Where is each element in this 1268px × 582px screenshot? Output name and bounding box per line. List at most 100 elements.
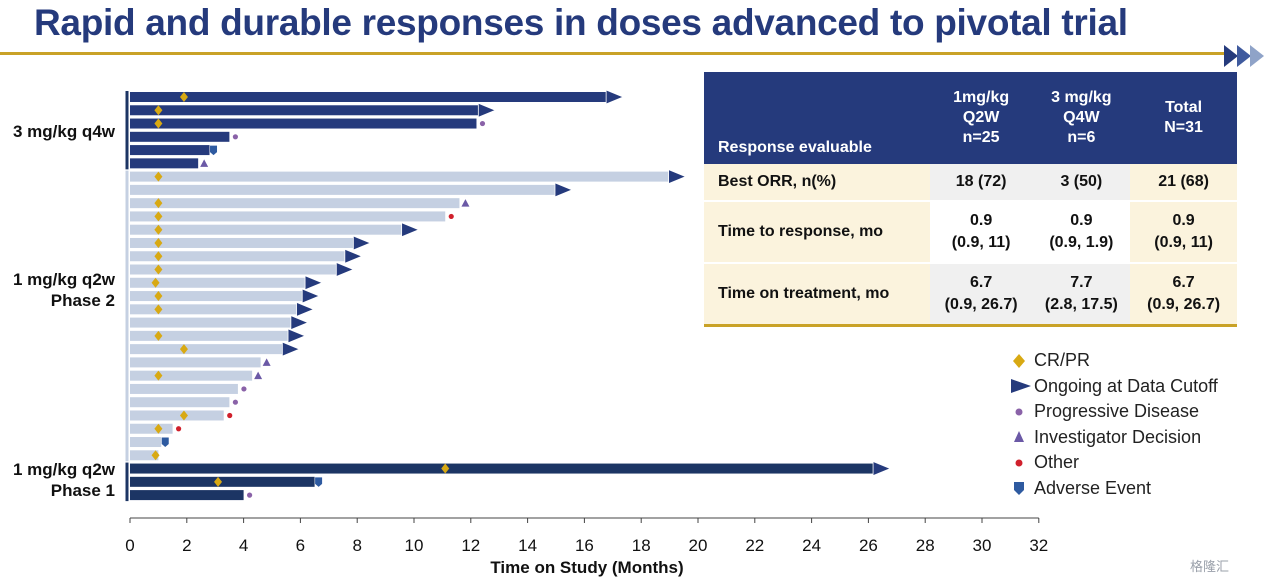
response-marker: [179, 410, 188, 421]
x-tick-label: 14: [518, 536, 537, 555]
legend-item: Investigator Decision: [1010, 425, 1218, 451]
header-line: Q2W: [962, 109, 1000, 126]
ongoing-arrow-marker: [301, 288, 321, 304]
cell-ttr-total: 0.9 (0.9, 11): [1130, 201, 1237, 264]
row-label-time-to-response: Time to response, mo: [704, 201, 930, 264]
progressive-marker: [247, 492, 253, 498]
ongoing-arrow-marker: [401, 222, 420, 238]
x-tick-label: 26: [859, 536, 878, 555]
swimmer-bar: [130, 370, 253, 381]
header-line: 1mg/kg: [953, 89, 1010, 106]
legend-label: Ongoing at Data Cutoff: [1034, 375, 1218, 396]
response-marker: [214, 476, 223, 487]
x-axis-label: Time on Study (Months): [490, 558, 683, 577]
ongoing-arrow-marker: [605, 89, 625, 105]
group-label-1mg-q2w-phase1: 1 mg/kg q2w Phase 1: [13, 459, 115, 501]
swimmer-bar: [130, 198, 460, 209]
swimmer-bar: [130, 357, 261, 368]
swimmer-bar: [130, 437, 162, 448]
swimmer-bar: [130, 490, 244, 501]
swimmer-bar: [130, 171, 670, 182]
legend-label: CR/PR: [1034, 350, 1091, 371]
investigator-marker: [200, 159, 209, 167]
cell-tot-q4w: 7.7 (2.8, 17.5): [1032, 263, 1131, 327]
swimmer-bar: [130, 330, 290, 341]
response-marker: [154, 211, 163, 222]
table-header-col-total: Total N=31: [1130, 72, 1237, 164]
cell-line: (0.9, 11): [1154, 234, 1213, 251]
swimmer-bar: [130, 304, 298, 315]
swimmer-bar: [130, 118, 477, 129]
legend-item: Other: [1010, 450, 1218, 476]
cell-line: (0.9, 11): [951, 234, 1011, 251]
ongoing-arrow-marker: [287, 328, 307, 344]
header-line: 3 mg/kg: [1051, 89, 1112, 106]
table-header-col-q2w: 1mg/kg Q2W n=25: [929, 72, 1033, 164]
other-marker: [176, 426, 182, 432]
ongoing-arrow-marker: [335, 261, 355, 278]
response-marker: [179, 344, 188, 355]
triangle-icon: [1014, 431, 1024, 443]
cell-line: (0.9, 1.9): [1049, 234, 1114, 251]
dot-icon: [1015, 459, 1023, 467]
progressive-marker: [232, 399, 238, 405]
x-tick-label: 22: [745, 536, 764, 555]
watermark: 格隆汇: [1190, 559, 1230, 574]
x-tick-label: 10: [405, 536, 424, 555]
ongoing-arrow-marker: [296, 301, 315, 317]
legend-item: Progressive Disease: [1010, 399, 1218, 425]
response-marker: [154, 198, 163, 209]
header-line: n=25: [962, 129, 1000, 146]
other-marker: [448, 213, 454, 220]
ongoing-arrow-marker: [290, 314, 309, 331]
swimmer-bar: [130, 450, 159, 461]
group-label-line: 3 mg/kg q4w: [12, 122, 115, 141]
table-header-col-q4w: 3 mg/kg Q4W n=6: [1032, 72, 1131, 164]
swimmer-bar: [130, 291, 304, 302]
shield-icon: [1014, 482, 1024, 496]
response-marker: [154, 264, 163, 275]
response-marker: [151, 450, 160, 461]
x-tick-label: 18: [632, 536, 651, 555]
x-tick-label: 12: [461, 536, 480, 555]
cell-line: (0.9, 26.7): [1147, 296, 1221, 313]
swimmer-bar: [130, 131, 230, 142]
x-tick-label: 2: [182, 536, 191, 555]
cell-line: 0.9: [1070, 212, 1093, 229]
swimmer-bar: [130, 184, 556, 195]
row-label-time-on-treatment: Time on treatment, mo: [704, 263, 930, 327]
x-tick-label: 32: [1029, 536, 1048, 555]
response-marker: [151, 277, 160, 288]
response-marker: [154, 423, 163, 434]
table-row: Time to response, mo 0.9 (0.9, 11) 0.9 (…: [704, 201, 1237, 264]
diamond-icon: [1013, 353, 1025, 368]
x-tick-label: 20: [689, 536, 708, 555]
cell-line: 3 (50): [1060, 173, 1103, 190]
response-marker: [179, 92, 188, 102]
arrow-icon: [1011, 379, 1031, 394]
header-line: N=31: [1164, 119, 1203, 136]
response-marker: [154, 291, 163, 302]
cell-orr-total: 21 (68): [1130, 164, 1237, 202]
response-marker: [154, 370, 163, 381]
ongoing-arrow-marker: [281, 341, 301, 357]
progressive-marker: [479, 120, 486, 127]
cell-line: 18 (72): [955, 173, 1007, 190]
cell-line: 6.7: [1172, 274, 1195, 291]
legend-label: Adverse Event: [1034, 477, 1152, 498]
table-row: Time on treatment, mo 6.7 (0.9, 26.7) 7.…: [704, 263, 1237, 327]
response-table: Response evaluable 1mg/kg Q2W n=25 3 mg/…: [704, 72, 1237, 327]
investigator-marker: [262, 358, 271, 366]
x-tick-label: 8: [352, 536, 361, 555]
cell-orr-q4w: 3 (50): [1032, 164, 1131, 202]
adverse-marker: [210, 145, 218, 156]
cell-ttr-q4w: 0.9 (0.9, 1.9): [1032, 201, 1131, 264]
response-marker: [154, 171, 163, 182]
legend-label: Investigator Decision: [1034, 426, 1202, 447]
cell-ttr-q2w: 0.9 (0.9, 11): [929, 201, 1033, 264]
cell-tot-total: 6.7 (0.9, 26.7): [1130, 263, 1237, 327]
x-tick-label: 0: [125, 536, 134, 555]
response-marker: [154, 330, 163, 341]
x-tick-label: 16: [575, 536, 594, 555]
